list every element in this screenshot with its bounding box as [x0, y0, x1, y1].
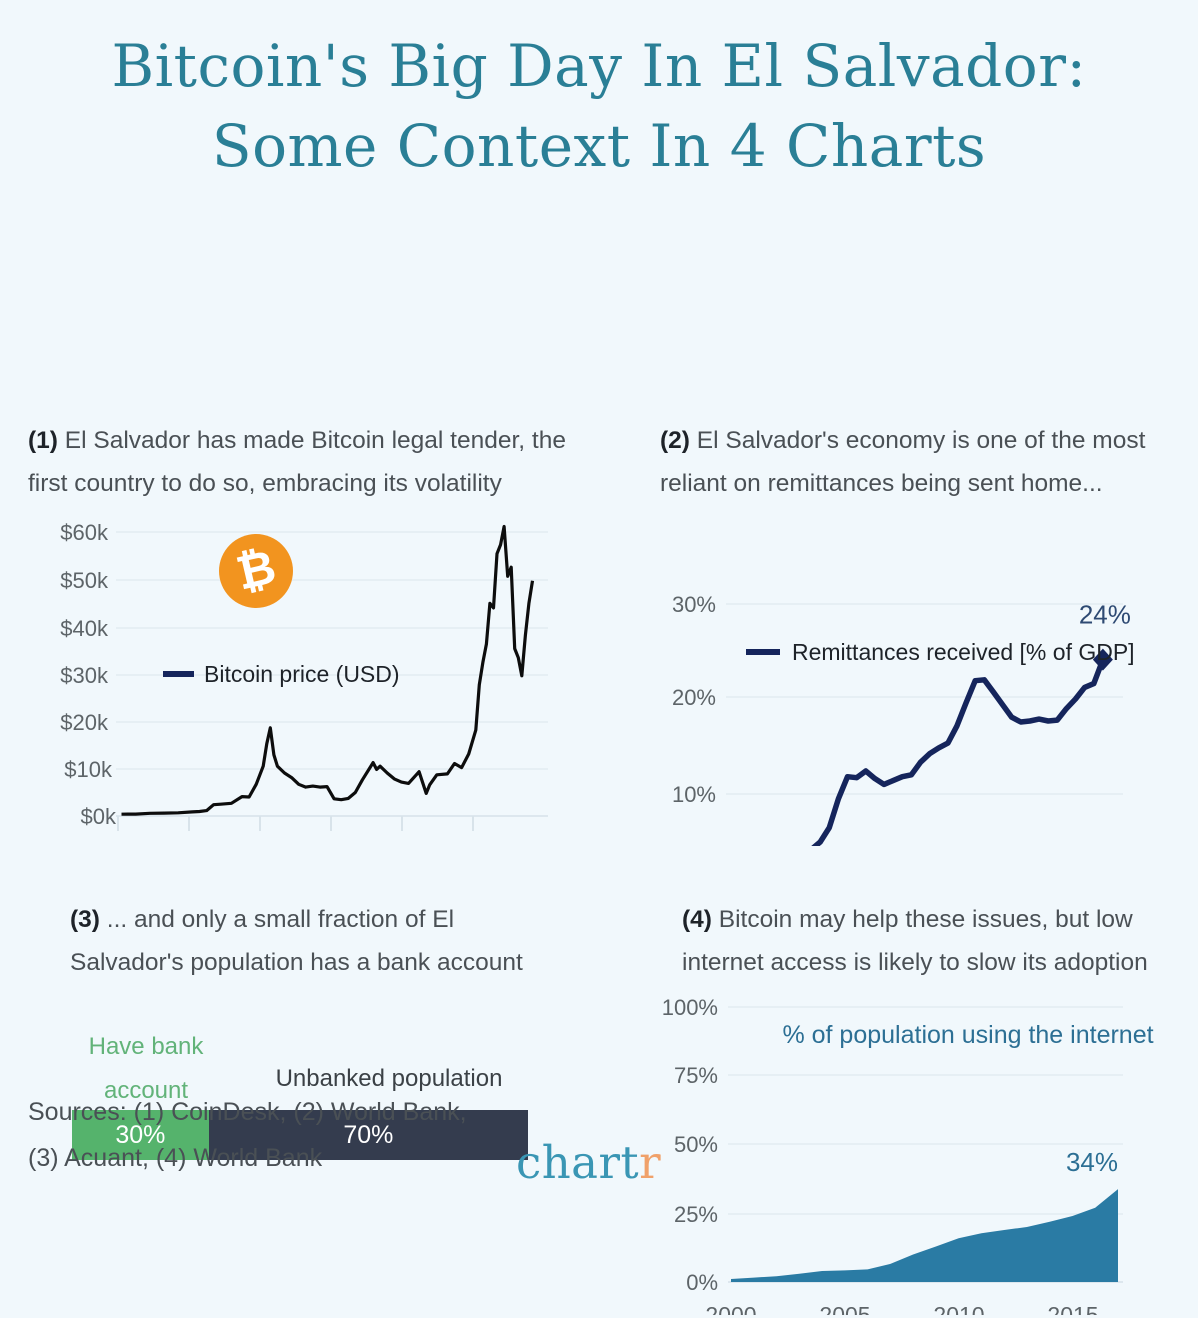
title-line-1: Bitcoin's Big Day In El Salvador:	[111, 32, 1087, 100]
panel-remittances: (2) El Salvador's economy is one of the …	[660, 419, 1180, 884]
panel-2-caption-text: El Salvador's economy is one of the most…	[660, 427, 1146, 498]
infographic-title: Bitcoin's Big Day In El Salvador: Some C…	[0, 0, 1198, 186]
panel-2-number: (2)	[660, 427, 690, 455]
chart2-legend: Remittances received [% of GDP]	[746, 639, 1135, 665]
panel-bitcoin-price: (1) El Salvador has made Bitcoin legal t…	[28, 419, 573, 884]
label-unbanked-population: Unbanked population	[275, 1064, 503, 1092]
svg-text:10%: 10%	[672, 782, 716, 807]
svg-text:$20k: $20k	[60, 710, 109, 735]
chart-bitcoin-price: $60k $50k $40k $30k $20k $10k $0k	[60, 520, 548, 831]
chart4-area-series	[731, 1188, 1118, 1282]
svg-text:2015: 2015	[1047, 1302, 1098, 1315]
panel-4-caption: (4) Bitcoin may help these issues, but l…	[660, 898, 1180, 985]
chart2-series-line	[811, 656, 1106, 846]
chart4-x-tick-labels: 2000 2005 2010 2015	[705, 1302, 1098, 1315]
svg-text:25%: 25%	[674, 1202, 718, 1227]
svg-text:0%: 0%	[686, 1270, 718, 1295]
panel-internet-usage: (4) Bitcoin may help these issues, but l…	[660, 898, 1180, 1318]
panel-4-number: (4)	[682, 906, 712, 934]
sources-note: Sources: (1) CoinDesk, (2) World Bank, (…	[28, 1098, 467, 1172]
svg-text:$30k: $30k	[60, 663, 109, 688]
chart2-end-label: 24%	[1079, 599, 1131, 629]
label-have-bank-account: Have bank account	[88, 1032, 204, 1105]
chart4-y-axis: 100% 75% 50% 25% 0%	[662, 995, 718, 1295]
panel-3-caption: (3) ... and only a small fraction of El …	[28, 898, 573, 985]
panel-4-caption-text: Bitcoin may help these issues, but low i…	[682, 906, 1148, 977]
panel-1-number: (1)	[28, 427, 58, 455]
svg-text:2000: 2000	[705, 1302, 756, 1315]
svg-text:$40k: $40k	[60, 616, 109, 641]
chart1-legend: Bitcoin price (USD)	[163, 661, 400, 687]
chart4-annotation-label: % of population using the internet	[782, 1021, 1154, 1050]
panel-1-caption: (1) El Salvador has made Bitcoin legal t…	[28, 419, 573, 506]
panel-3-number: (3)	[70, 906, 100, 934]
svg-text:Remittances received [% of GDP: Remittances received [% of GDP]	[792, 639, 1135, 665]
chart1-series-line	[121, 524, 535, 816]
chart2-gridlines	[726, 603, 1123, 795]
chart1-y-axis: $60k $50k $40k $30k $20k $10k $0k	[60, 520, 117, 829]
svg-text:75%: 75%	[674, 1063, 718, 1088]
svg-text:30%: 30%	[672, 592, 716, 617]
panel-1-caption-text: El Salvador has made Bitcoin legal tende…	[28, 427, 566, 498]
svg-text:$60k: $60k	[60, 520, 109, 545]
bar-chart-labels: Have bank account Unbanked population	[28, 1025, 573, 1117]
bar-segment-banked: 30%	[72, 1110, 209, 1161]
chart-remittances: 30% 20% 10% 0% 24% Remittances received …	[672, 592, 1135, 846]
svg-text:$10k: $10k	[64, 757, 113, 782]
chartr-logo: chartr	[516, 1136, 661, 1189]
chartr-logo-part1: chart	[516, 1136, 640, 1189]
bar-segment-unbanked: 70%	[208, 1110, 528, 1161]
svg-text:2010: 2010	[933, 1302, 984, 1315]
bitcoin-logo-icon: ₿	[219, 534, 293, 609]
svg-text:$50k: $50k	[60, 568, 109, 593]
panel-2-caption: (2) El Salvador's economy is one of the …	[660, 419, 1180, 506]
svg-text:20%: 20%	[672, 685, 716, 710]
charts-grid: (1) El Salvador has made Bitcoin legal t…	[0, 186, 1198, 1315]
svg-text:Bitcoin price (USD): Bitcoin price (USD)	[204, 661, 400, 687]
svg-text:$0k: $0k	[81, 804, 117, 829]
title-line-2: Some Context In 4 Charts	[211, 112, 987, 181]
chartr-logo-part2: r	[639, 1136, 662, 1189]
svg-text:2005: 2005	[819, 1302, 870, 1315]
bitcoin-glyph: ₿	[231, 538, 281, 602]
chart2-end-marker	[1092, 648, 1113, 671]
svg-text:50%: 50%	[674, 1132, 718, 1157]
panel-bank-account: (3) ... and only a small fraction of El …	[28, 898, 573, 1198]
chart2-y-axis: 30% 20% 10% 0%	[672, 592, 716, 807]
stacked-bar-chart: 30% 70%	[72, 1110, 528, 1161]
panel-3-caption-text: ... and only a small fraction of El Salv…	[70, 906, 523, 977]
chart4-end-label: 34%	[1066, 1147, 1118, 1177]
svg-text:100%: 100%	[662, 995, 718, 1020]
chart1-x-axis	[117, 815, 474, 831]
